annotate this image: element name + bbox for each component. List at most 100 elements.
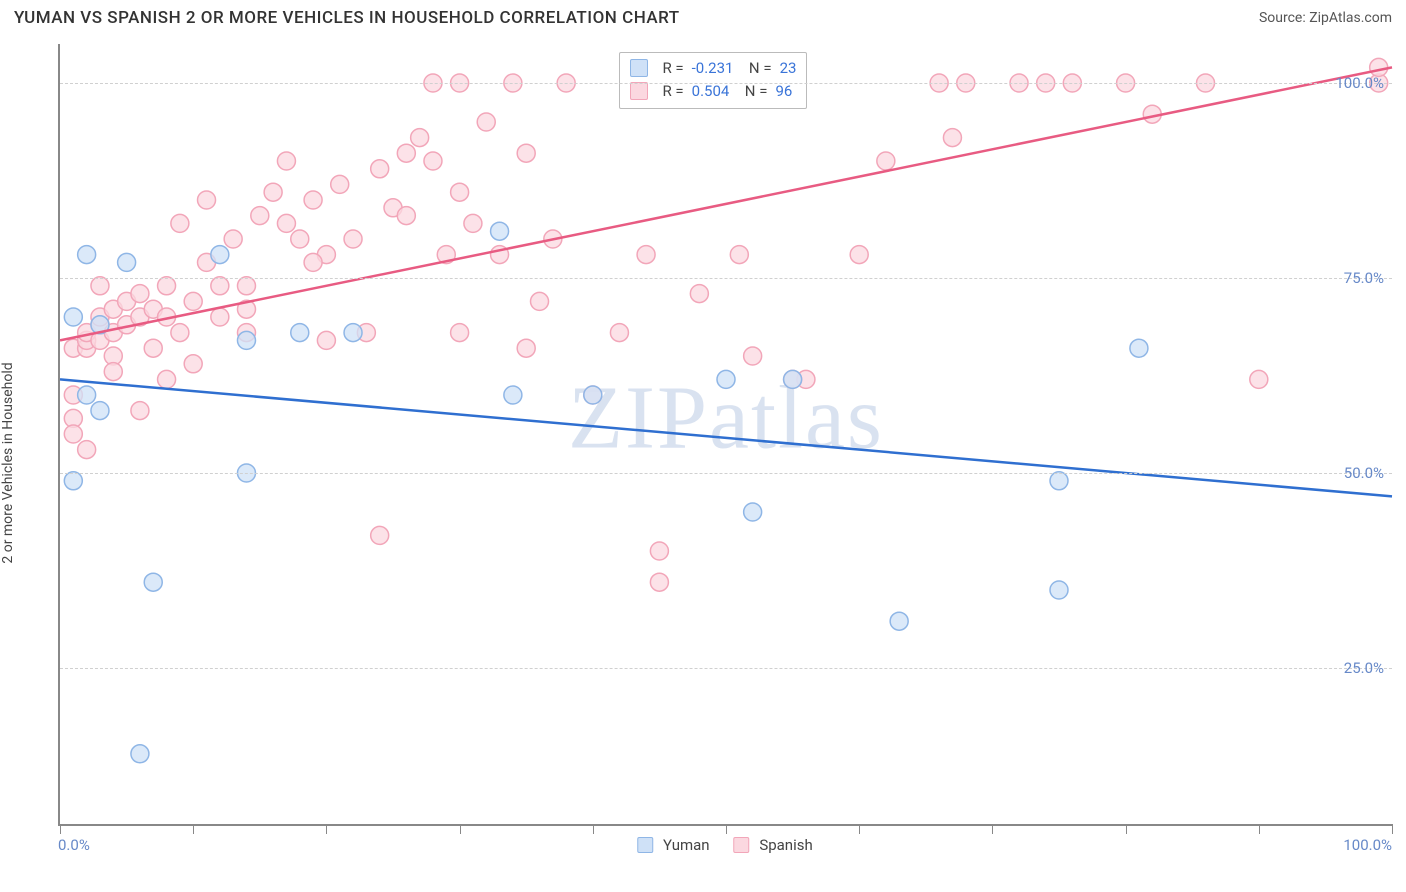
scatter-point — [104, 363, 122, 381]
y-tick-label: 75.0% — [1344, 269, 1384, 287]
chart-source: Source: ZipAtlas.com — [1259, 10, 1392, 26]
scatter-point — [211, 308, 229, 326]
scatter-point — [491, 222, 509, 240]
scatter-point — [464, 214, 482, 232]
x-tick — [992, 824, 993, 834]
scatter-point — [198, 191, 216, 209]
scatter-point — [291, 324, 309, 342]
gridline — [60, 668, 1392, 669]
scatter-point — [890, 612, 908, 630]
scatter-point — [424, 152, 442, 170]
scatter-point — [411, 129, 429, 147]
scatter-point — [91, 402, 109, 420]
x-tick — [460, 824, 461, 834]
series-legend: Yuman Spanish — [637, 836, 813, 854]
scatter-point — [118, 253, 136, 271]
x-tick — [193, 824, 194, 834]
scatter-point — [1050, 472, 1068, 490]
scatter-point — [517, 339, 535, 357]
x-axis-min: 0.0% — [58, 836, 90, 854]
scatter-point — [584, 386, 602, 404]
series-legend-yuman: Yuman — [637, 836, 709, 854]
scatter-point — [610, 324, 628, 342]
trend-line — [60, 379, 1392, 496]
scatter-point — [744, 347, 762, 365]
y-tick-label: 100.0% — [1335, 74, 1384, 92]
chart-header: YUMAN VS SPANISH 2 OR MORE VEHICLES IN H… — [0, 0, 1406, 34]
scatter-point — [158, 370, 176, 388]
x-tick — [1392, 824, 1393, 834]
x-tick — [1126, 824, 1127, 834]
scatter-point — [1130, 339, 1148, 357]
scatter-point — [184, 355, 202, 373]
x-tick — [1259, 824, 1260, 834]
legend-swatch-spanish — [630, 82, 648, 100]
scatter-point — [344, 230, 362, 248]
scatter-point — [744, 503, 762, 521]
series-swatch-yuman — [637, 837, 653, 853]
legend-row-yuman: R = -0.231 N = 23 — [630, 57, 796, 80]
scatter-point — [277, 214, 295, 232]
legend-n-yuman: 23 — [780, 57, 797, 80]
scatter-point — [504, 386, 522, 404]
plot-region: ZIPatlas R = -0.231 N = 23 R = 0.504 N =… — [58, 44, 1392, 826]
scatter-point — [144, 573, 162, 591]
scatter-point — [850, 246, 868, 264]
series-label-spanish: Spanish — [759, 836, 812, 854]
scatter-point — [344, 324, 362, 342]
scatter-point — [144, 339, 162, 357]
x-tick — [593, 824, 594, 834]
scatter-point — [690, 285, 708, 303]
x-axis-row: 0.0% Yuman Spanish 100.0% — [58, 836, 1392, 858]
scatter-point — [131, 745, 149, 763]
correlation-legend-box: R = -0.231 N = 23 R = 0.504 N = 96 — [619, 52, 807, 109]
scatter-point — [64, 308, 82, 326]
legend-r-yuman: -0.231 — [692, 57, 734, 80]
scatter-point — [78, 246, 96, 264]
scatter-point — [637, 246, 655, 264]
scatter-point — [171, 324, 189, 342]
scatter-point — [251, 207, 269, 225]
scatter-point — [211, 277, 229, 295]
chart-area: 2 or more Vehicles in Household ZIPatlas… — [14, 44, 1392, 882]
scatter-point — [131, 402, 149, 420]
y-tick-label: 25.0% — [1344, 659, 1384, 677]
scatter-point — [531, 292, 549, 310]
x-tick — [726, 824, 727, 834]
scatter-point — [158, 277, 176, 295]
chart-title: YUMAN VS SPANISH 2 OR MORE VEHICLES IN H… — [14, 8, 680, 28]
scatter-svg — [60, 44, 1392, 824]
scatter-point — [517, 144, 535, 162]
scatter-point — [304, 191, 322, 209]
series-label-yuman: Yuman — [663, 836, 710, 854]
scatter-point — [371, 160, 389, 178]
scatter-point — [451, 183, 469, 201]
scatter-point — [211, 246, 229, 264]
x-tick — [859, 824, 860, 834]
scatter-point — [291, 230, 309, 248]
gridline — [60, 278, 1392, 279]
scatter-point — [317, 331, 335, 349]
scatter-point — [1250, 370, 1268, 388]
x-tick — [60, 824, 61, 834]
scatter-point — [650, 573, 668, 591]
scatter-point — [237, 331, 255, 349]
scatter-point — [237, 277, 255, 295]
x-tick — [326, 824, 327, 834]
scatter-point — [730, 246, 748, 264]
scatter-point — [224, 230, 242, 248]
scatter-point — [171, 214, 189, 232]
scatter-point — [650, 542, 668, 560]
y-axis-label: 2 or more Vehicles in Household — [0, 362, 16, 563]
scatter-point — [397, 207, 415, 225]
scatter-point — [304, 253, 322, 271]
series-legend-spanish: Spanish — [734, 836, 813, 854]
scatter-point — [784, 370, 802, 388]
scatter-point — [184, 292, 202, 310]
legend-swatch-yuman — [630, 59, 648, 77]
scatter-point — [943, 129, 961, 147]
scatter-point — [397, 144, 415, 162]
scatter-point — [264, 183, 282, 201]
scatter-point — [371, 526, 389, 544]
gridline — [60, 83, 1392, 84]
